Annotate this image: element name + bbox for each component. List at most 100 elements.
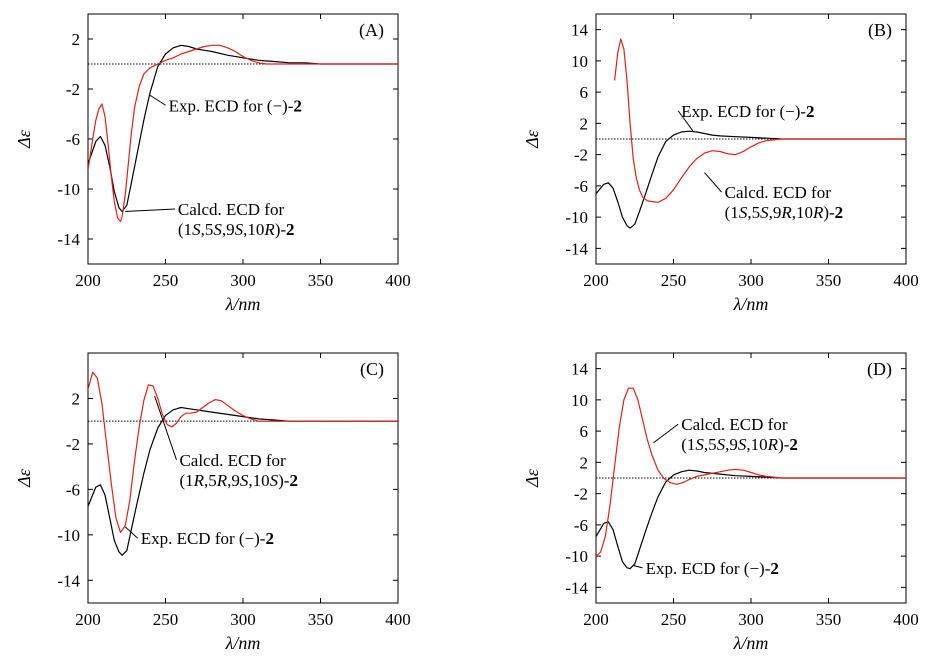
annotation-text-segment: R [193,471,205,490]
y-tick-label: 14 [571,360,589,379]
annotation-text-segment: R [263,220,275,239]
annotation-text-segment: ,5 [747,203,760,222]
y-axis-label: Δε [14,129,34,149]
annotation-text-segment: R [812,203,824,222]
y-tick-label: 10 [571,391,588,410]
x-tick-label: 400 [385,610,411,629]
annotation-text-segment: Exp. ECD for (−)- [681,102,806,121]
x-tick-label: 300 [738,271,764,290]
annotation-label: Exp. ECD for (−)-2 [169,96,302,115]
y-tick-label: -6 [574,516,588,535]
annotation-text-segment: S [695,435,704,454]
panel-b: 200 250 300 350 400 14 10 6 2 -2 -6 -10 -14 λ/nm Δε (B)… [522,13,919,314]
calcd-ecd-curve [614,38,906,203]
annotation-text-segment: 2 [293,96,302,115]
annotation-text-segment: (1 [179,471,193,490]
y-tick-label: 6 [580,83,589,102]
y-axis-label: Δε [522,129,542,149]
x-tick-label: 250 [661,271,687,290]
annotation-text-segment: ,10 [792,203,813,222]
annotation-label: Calcd. ECD for [178,200,285,219]
annotation-text-segment: 2 [789,435,798,454]
x-tick-label: 350 [816,610,842,629]
exp-ecd-curve [596,469,906,570]
y-tick-label: 2 [580,453,589,472]
annotation-label: (1S,5S,9S,10R)-2 [178,220,295,239]
y-tick-label: -6 [66,480,80,499]
annotation-label: (1R,5R,9S,10S)-2 [179,471,298,490]
annotation-text-segment: 2 [806,102,815,121]
annotation-text-segment: ,9 [725,435,738,454]
y-tick-label: -2 [66,80,80,99]
annotation-leader-line [154,396,177,460]
y-tick-label: -2 [574,485,588,504]
annotation-leader-line [125,208,175,212]
annotation-text-segment: ,5 [201,220,214,239]
y-tick-label: -14 [565,578,588,597]
y-tick-label: -10 [565,547,588,566]
x-tick-label: 250 [661,610,687,629]
x-axis-label: λ/nm [733,294,769,314]
annotation-text-segment: (1 [178,220,192,239]
annotation-text-segment: S [717,435,726,454]
calcd-ecd-curve [596,387,906,557]
y-tick-label: -14 [57,571,80,590]
annotation-text-segment: Calcd. ECD for [681,415,788,434]
panel-a: 200 250 300 350 400 2 -2 -6 -10 -14 λ/nm Δε (A) Exp. … [14,13,411,314]
calcd-ecd-curve [88,44,398,223]
annotation-text-segment: Exp. ECD for (−)- [646,559,771,578]
y-tick-label: -6 [66,130,80,149]
annotation-text-segment: Exp. ECD for (−)- [141,529,266,548]
annotation-text-segment: (1 [681,435,695,454]
y-tick-label: 2 [72,389,81,408]
x-tick-label: 300 [230,610,256,629]
x-tick-label: 400 [893,610,919,629]
annotation-label: Calcd. ECD for [725,183,832,202]
annotation-text-segment: R [216,471,228,490]
panel-label: (C) [360,359,384,380]
annotation-text-segment: S [235,220,244,239]
annotation-text-segment: 2 [289,471,298,490]
annotation-text-segment: ,5 [204,471,217,490]
annotation-text-segment: ,10 [746,435,767,454]
x-axis-label: λ/nm [225,633,261,653]
annotation-label: Exp. ECD for (−)-2 [646,559,779,578]
y-tick-label: 10 [571,52,588,71]
y-tick-label: -2 [66,435,80,454]
y-tick-label: -10 [57,180,80,199]
annotation-text-segment: )- [278,471,290,490]
annotation-text-segment: S [192,220,201,239]
x-tick-label: 200 [75,271,101,290]
panel-label: (A) [359,20,384,41]
annotation-leader-line [633,565,643,569]
x-tick-label: 250 [153,271,179,290]
annotation-text-segment: S [760,203,769,222]
annotation-text-segment: Exp. ECD for (−)- [169,96,294,115]
annotation-text-segment: ,10 [243,220,264,239]
y-tick-label: -10 [57,526,80,545]
x-tick-label: 400 [385,271,411,290]
annotation-text-segment: 2 [286,220,295,239]
x-tick-label: 200 [583,271,609,290]
annotation-leader-line [149,94,166,106]
y-tick-label: -2 [574,146,588,165]
exp-ecd-curve [88,44,398,213]
annotation-text-segment: S [240,471,249,490]
y-tick-label: -14 [57,230,80,249]
y-tick-label: 2 [72,30,81,49]
panel-label: (B) [868,20,892,41]
y-tick-label: -14 [565,239,588,258]
annotation-label: Exp. ECD for (−)-2 [681,102,814,121]
y-tick-label: -10 [565,208,588,227]
annotation-leader-line [704,172,723,193]
panel-label: (D) [867,359,892,380]
annotation-text-segment: ,9 [222,220,235,239]
panel-d: 200 250 300 350 400 14 10 6 2 -2 -6 -10 -14 λ/nm Δε (D)… [522,352,919,653]
annotation-text-segment: ,9 [769,203,782,222]
x-tick-label: 200 [75,610,101,629]
x-axis-label: λ/nm [733,633,769,653]
x-tick-label: 350 [308,610,334,629]
y-tick-label: 6 [580,422,589,441]
x-tick-label: 300 [230,271,256,290]
